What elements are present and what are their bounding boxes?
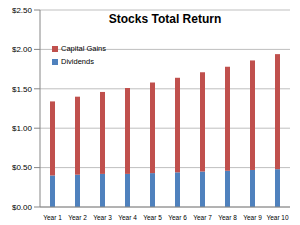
svg-text:$0.50: $0.50 <box>12 163 33 172</box>
svg-text:$2.50: $2.50 <box>12 6 33 15</box>
html-text:Capital Gains: Capital Gains <box>61 44 106 53</box>
svg-text:Year 9: Year 9 <box>243 214 262 221</box>
svg-text:Year 5: Year 5 <box>143 214 162 221</box>
svg-text:$1.00: $1.00 <box>12 124 33 133</box>
svg-text:Year 10: Year 10 <box>266 214 289 221</box>
html-text:Dividends: Dividends <box>61 57 94 66</box>
svg-text:Year 6: Year 6 <box>168 214 187 221</box>
svg-text:Year 3: Year 3 <box>93 214 112 221</box>
svg-text:Year 4: Year 4 <box>118 214 137 221</box>
svg-text:Year 7: Year 7 <box>193 214 212 221</box>
html-text:Stocks Total Return: Stocks Total Return <box>108 12 222 26</box>
svg-text:$1.50: $1.50 <box>12 85 33 94</box>
svg-text:Year 2: Year 2 <box>68 214 87 221</box>
svg-text:$0.00: $0.00 <box>12 203 33 212</box>
svg-text:Year 8: Year 8 <box>218 214 237 221</box>
svg-text:$2.00: $2.00 <box>12 45 33 54</box>
svg-text:Year 1: Year 1 <box>43 214 62 221</box>
